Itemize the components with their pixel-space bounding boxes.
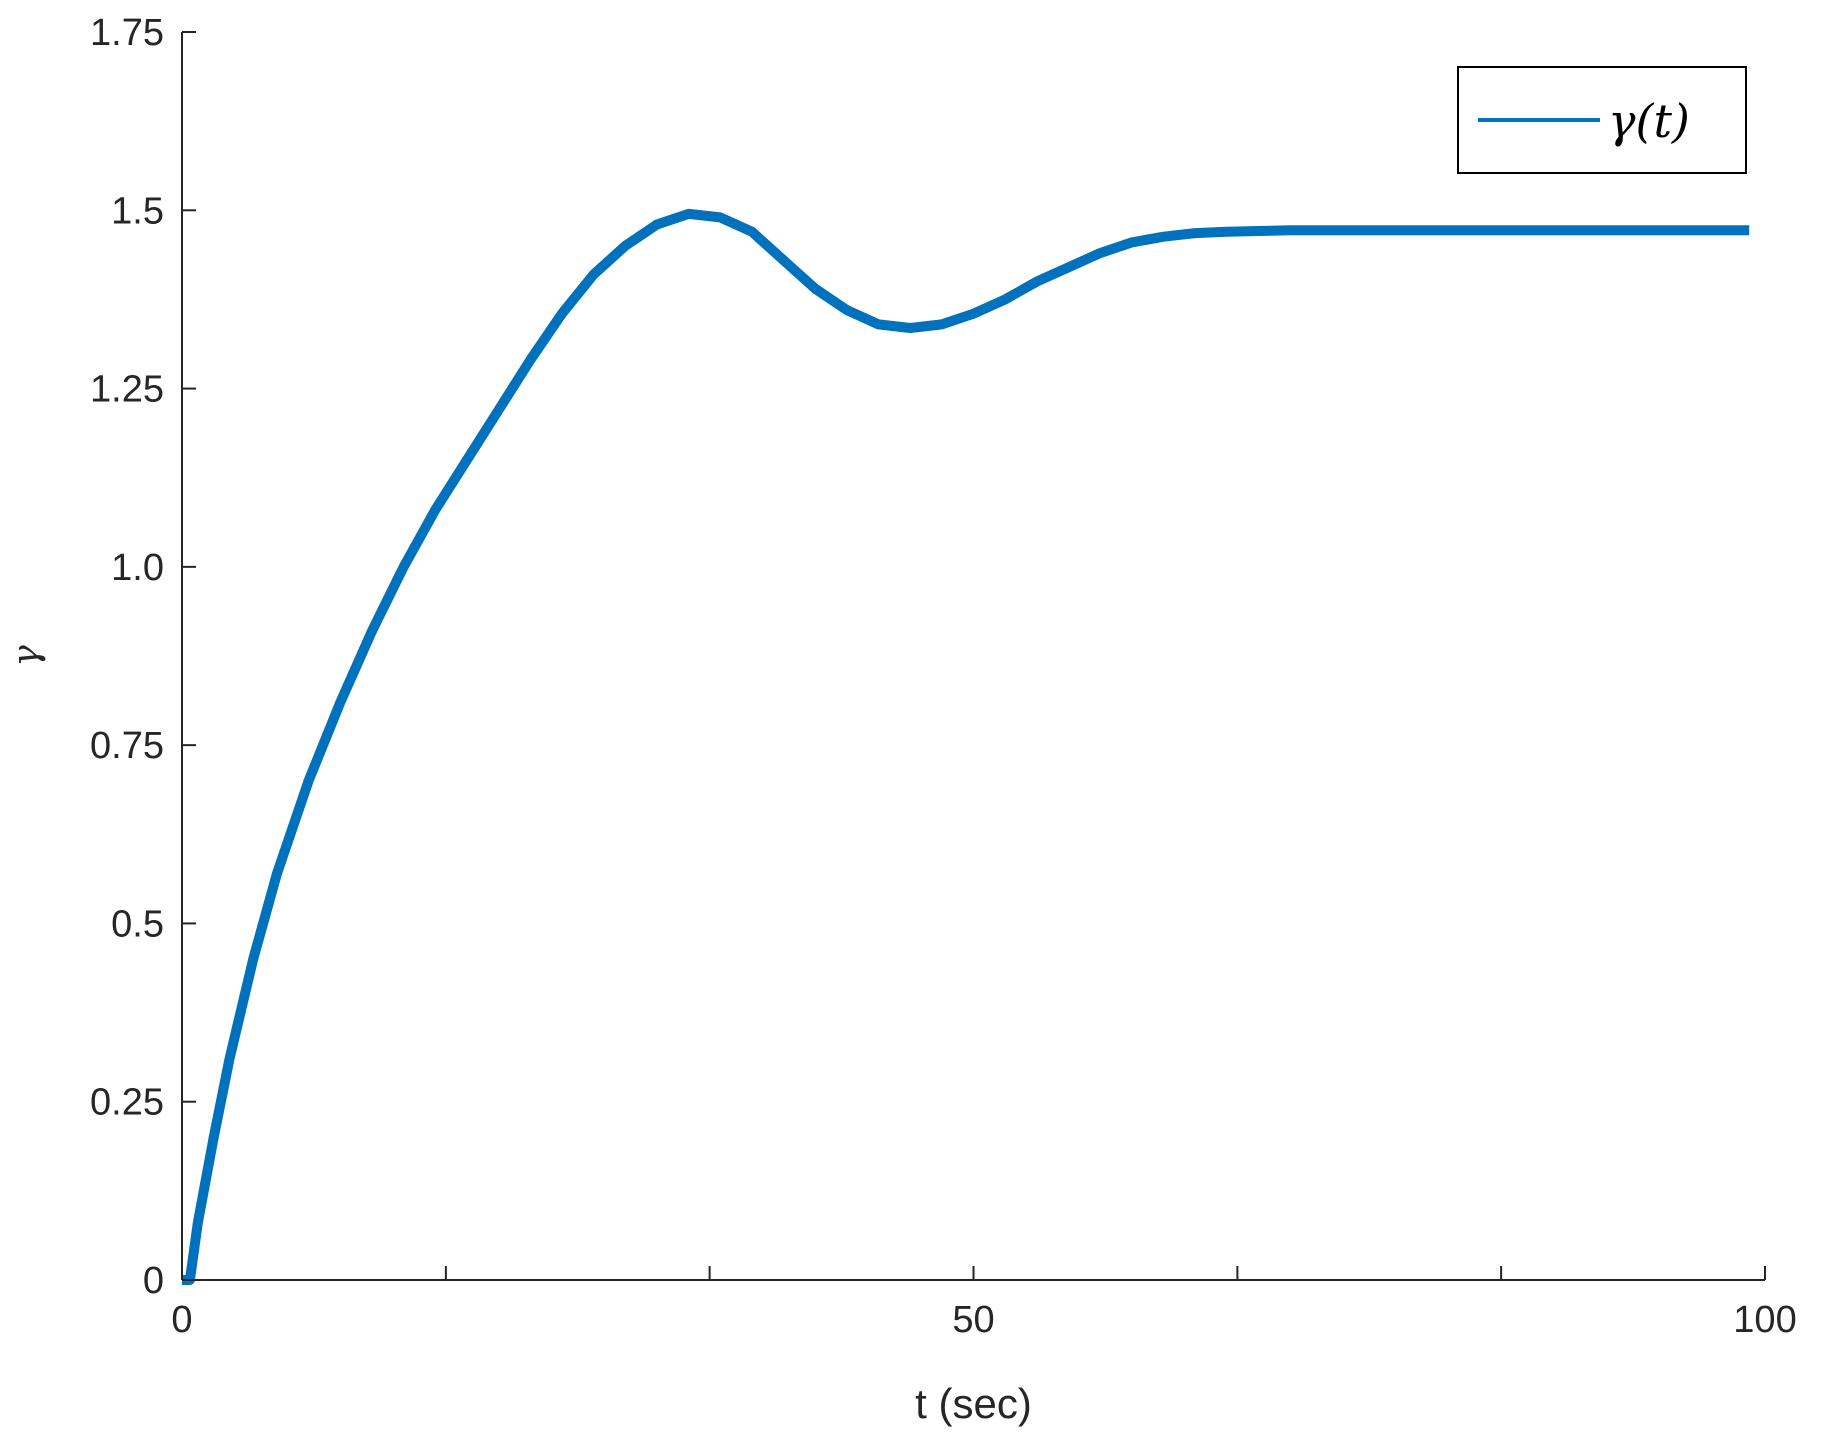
y-tick-label: 1.0 — [111, 547, 164, 589]
x-ticks: 0 50 100 — [171, 1266, 1797, 1341]
x-tick-label: 0 — [171, 1299, 192, 1341]
x-tick-label: 100 — [1733, 1299, 1796, 1341]
plot-series-group — [182, 208, 1750, 1285]
x-axis-title: t (sec) — [915, 1380, 1032, 1427]
legend-entry-label: γ(t) — [1608, 94, 1690, 148]
legend: γ(t) — [1457, 66, 1747, 174]
y-axis-title: γ — [6, 645, 47, 667]
y-tick-label: 1.5 — [111, 190, 164, 232]
y-tick-label: 0.75 — [90, 725, 164, 767]
x-tick-label: 50 — [952, 1299, 994, 1341]
y-tick-label: 0 — [143, 1260, 164, 1302]
y-tick-label: 1.25 — [90, 369, 164, 411]
series-line-gamma — [182, 208, 1750, 1285]
axes: 0 50 100 0 0.25 0.5 0.75 1.0 1.25 1.5 1.75 — [90, 12, 1797, 1341]
y-tick-label: 0.5 — [111, 903, 164, 945]
y-ticks: 0 0.25 0.5 0.75 1.0 1.25 1.5 1.75 — [90, 12, 196, 1302]
y-tick-label: 1.75 — [90, 12, 164, 54]
y-tick-label: 0.25 — [90, 1082, 164, 1124]
